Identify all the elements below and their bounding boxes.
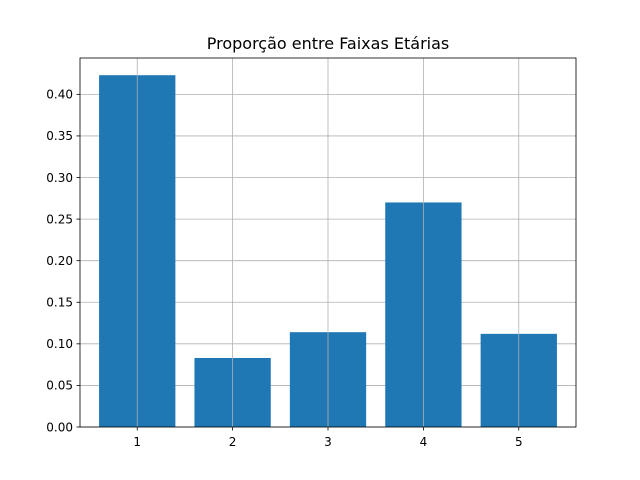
y-tick-label: 0.20 <box>46 254 73 268</box>
overlay-grid-layer <box>136 58 520 427</box>
y-tick-label: 0.30 <box>46 171 73 185</box>
y-tick-label: 0.40 <box>46 88 73 102</box>
plot-frame <box>79 57 577 428</box>
y-tick-label: 0.05 <box>46 379 73 393</box>
y-tick-label: 0.10 <box>46 337 73 351</box>
x-tick-label: 1 <box>133 435 141 449</box>
y-tick-label: 0.25 <box>46 212 73 226</box>
x-tick-label: 5 <box>515 435 523 449</box>
y-tick-label: 0.35 <box>46 129 73 143</box>
y-tick-label: 0.15 <box>46 296 73 310</box>
x-tick-label: 2 <box>229 435 237 449</box>
chart-title: Proporção entre Faixas Etárias <box>207 34 449 53</box>
axis-layer: 0.00 0.05 0.10 0.15 0.20 0.25 0.30 0.35 0.40 1 2 3 4… <box>46 57 577 449</box>
y-tick-label: 0.00 <box>46 420 73 434</box>
x-tick-label: 4 <box>420 435 428 449</box>
x-tick-label: 3 <box>324 435 332 449</box>
